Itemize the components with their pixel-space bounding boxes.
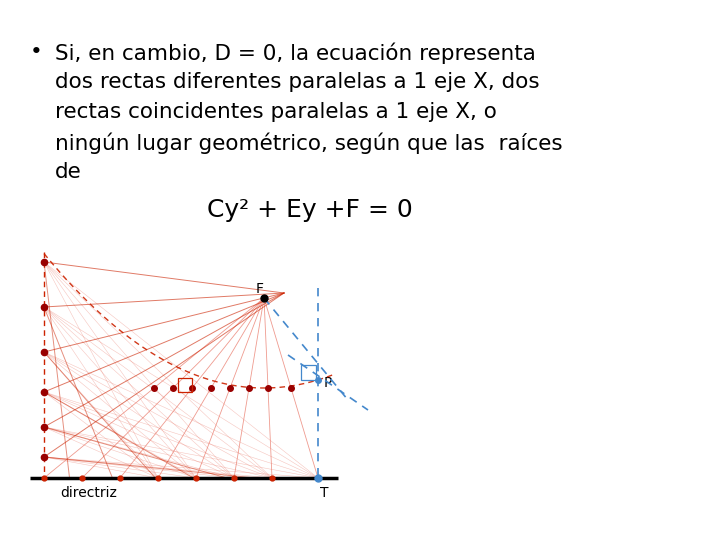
Text: Cy² + Ey +F = 0: Cy² + Ey +F = 0 <box>207 198 413 222</box>
Text: rectas coincidentes paralelas a 1 eje X, o: rectas coincidentes paralelas a 1 eje X,… <box>55 102 497 122</box>
Text: ningún lugar geométrico, según que las  raíces: ningún lugar geométrico, según que las r… <box>55 132 562 153</box>
Text: directriz: directriz <box>60 486 117 500</box>
Text: P: P <box>324 376 333 390</box>
Bar <box>178 378 192 392</box>
Text: Si, en cambio, D = 0, la ecuación representa: Si, en cambio, D = 0, la ecuación repres… <box>55 42 536 64</box>
Text: T: T <box>320 486 328 500</box>
Text: dos rectas diferentes paralelas a 1 eje X, dos: dos rectas diferentes paralelas a 1 eje … <box>55 72 539 92</box>
Bar <box>301 365 316 380</box>
Text: F: F <box>256 282 264 296</box>
Text: •: • <box>30 42 42 62</box>
Text: de: de <box>55 162 82 182</box>
